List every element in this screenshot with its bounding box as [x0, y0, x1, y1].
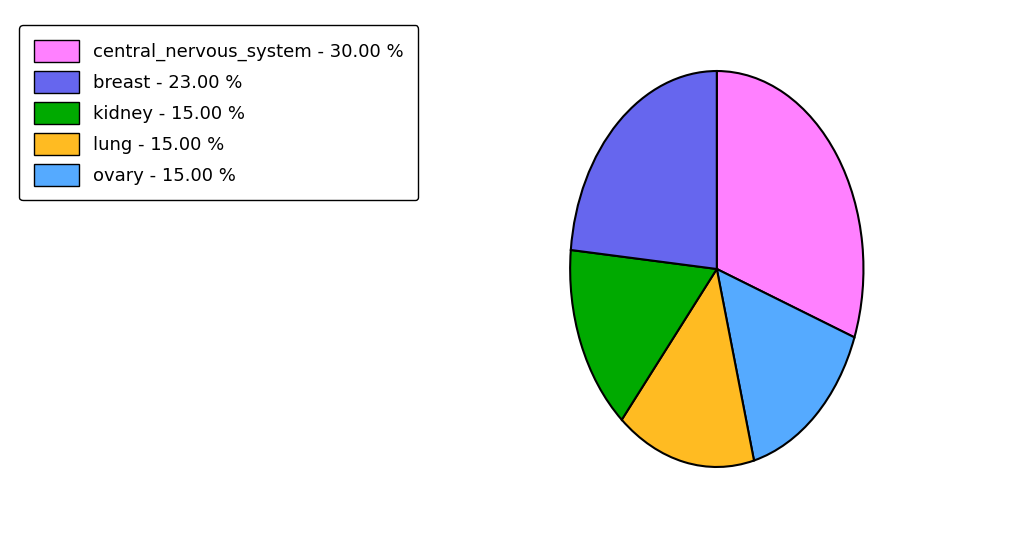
Wedge shape [622, 269, 754, 467]
Wedge shape [717, 71, 863, 337]
Wedge shape [570, 250, 717, 420]
Legend: central_nervous_system - 30.00 %, breast - 23.00 %, kidney - 15.00 %, lung - 15.: central_nervous_system - 30.00 %, breast… [19, 25, 419, 200]
Wedge shape [570, 71, 717, 269]
Wedge shape [717, 269, 854, 461]
